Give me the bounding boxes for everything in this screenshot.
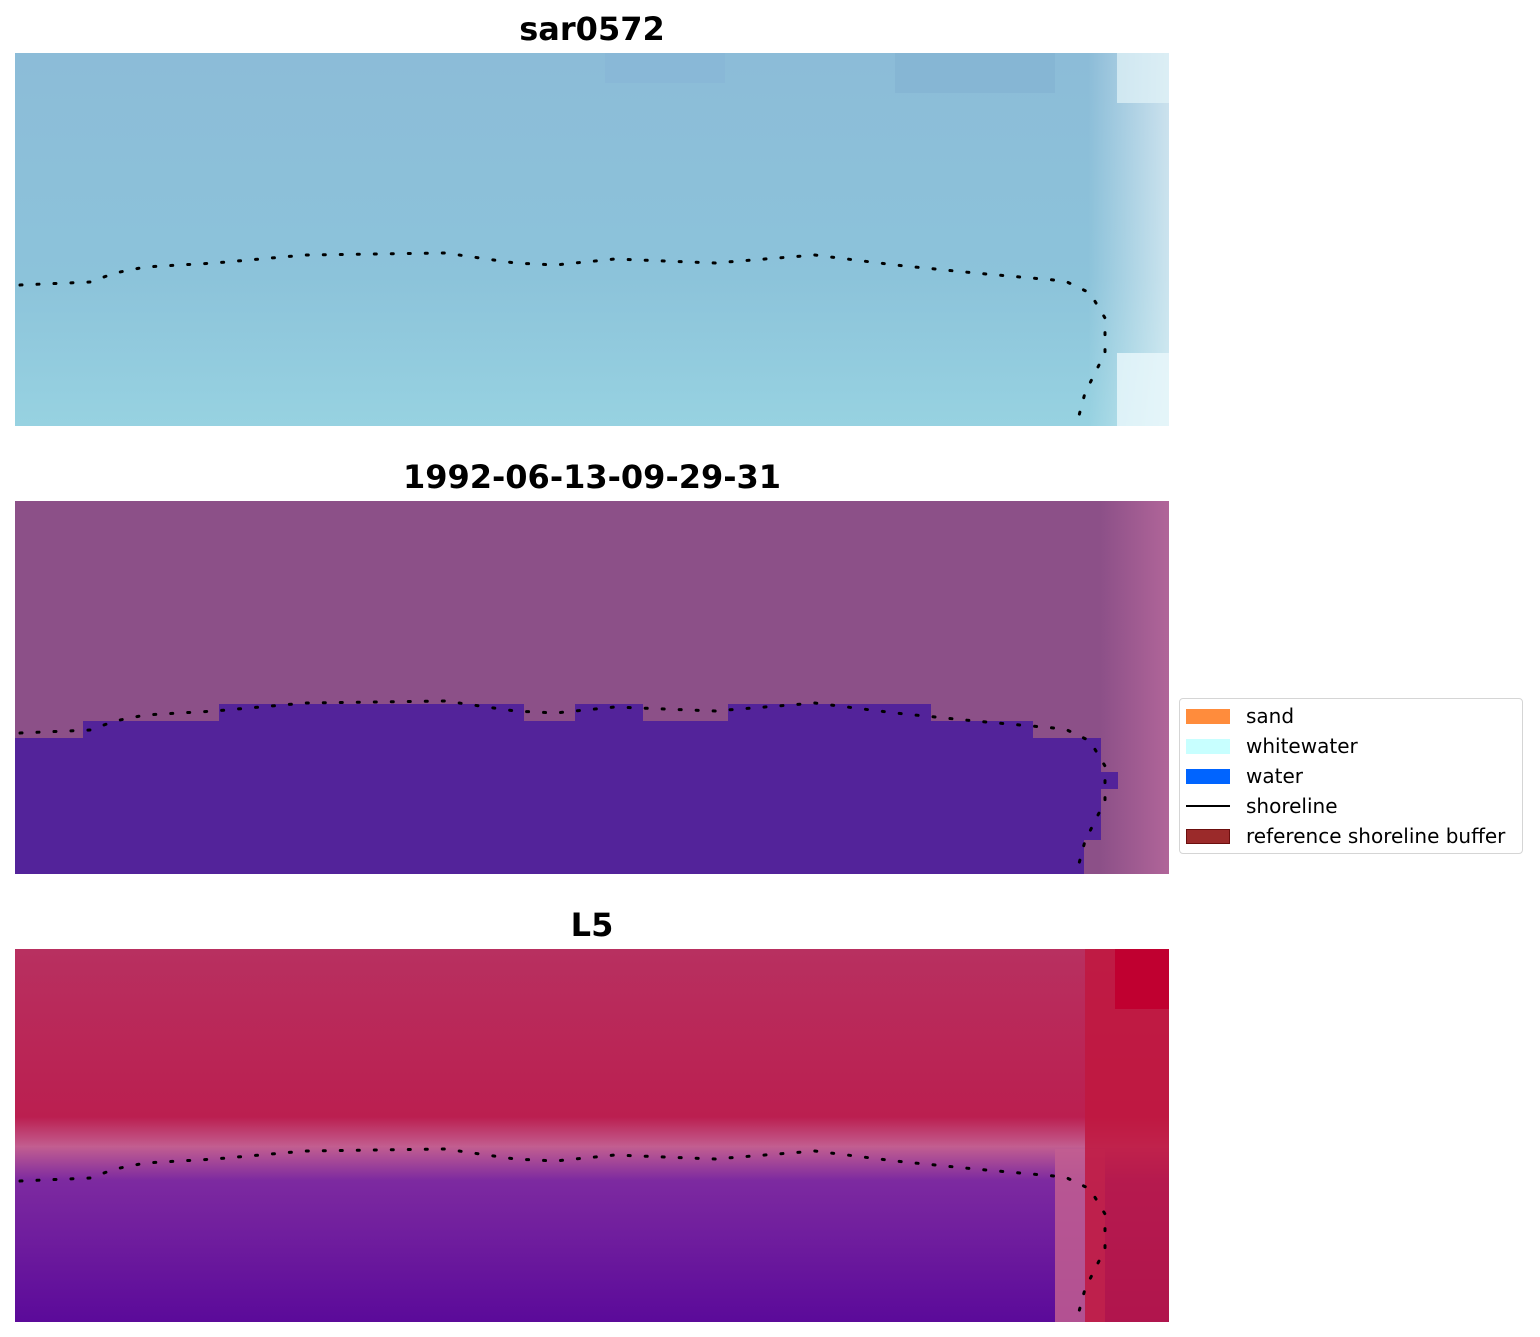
panel-title-index: L5 [570, 906, 614, 944]
shoreline-line [18, 1147, 1107, 1321]
shoreline-line [18, 251, 1107, 425]
legend-label-whitewater: whitewater [1246, 734, 1358, 758]
legend-swatch-whitewater [1186, 738, 1230, 754]
legend-item-whitewater: whitewater [1186, 734, 1358, 758]
legend-swatch-water [1186, 768, 1230, 784]
classified-image-panel [15, 501, 1169, 874]
legend-label-water: water [1246, 764, 1303, 788]
legend-label-reference-buffer: reference shoreline buffer [1246, 824, 1506, 848]
rgb-image-panel [15, 53, 1169, 426]
legend-swatch-shoreline [1186, 805, 1230, 807]
legend-item-shoreline: shoreline [1186, 794, 1338, 818]
legend-swatch-sand [1186, 708, 1230, 724]
legend-item-reference-buffer: reference shoreline buffer [1186, 824, 1505, 848]
legend: sand whitewater water shoreline referenc… [1179, 698, 1523, 854]
legend-item-water: water [1186, 764, 1303, 788]
index-image [15, 949, 1169, 1322]
shoreline-line [18, 699, 1107, 873]
legend-item-sand: sand [1186, 704, 1294, 728]
classified-image [15, 501, 1169, 874]
panel-title-classified: 1992-06-13-09-29-31 [402, 458, 782, 496]
legend-label-sand: sand [1246, 704, 1295, 728]
legend-label-shoreline: shoreline [1246, 794, 1338, 818]
index-image-panel [15, 949, 1169, 1322]
rgb-image [15, 53, 1169, 426]
panel-title-rgb: sar0572 [519, 10, 665, 48]
legend-swatch-reference-buffer [1186, 828, 1230, 844]
water-mask [15, 704, 1118, 874]
